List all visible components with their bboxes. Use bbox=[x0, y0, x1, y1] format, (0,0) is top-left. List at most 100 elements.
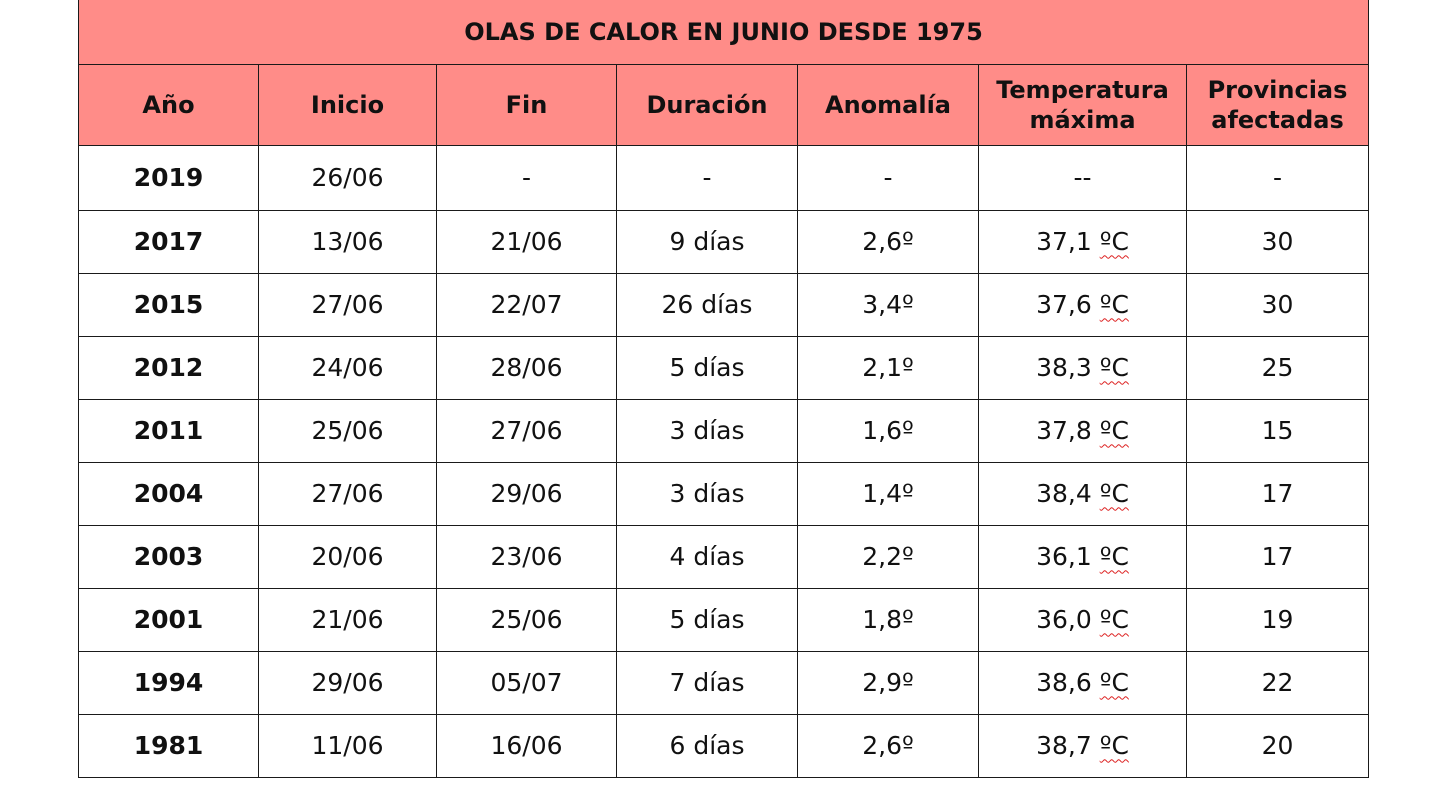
cell-provinces: 17 bbox=[1185, 462, 1370, 526]
table-row: 1981 11/06 16/06 6 días 2,6º 38,7 ºC 20 bbox=[78, 714, 1370, 778]
cell-anomaly: 2,9º bbox=[797, 651, 979, 715]
cell-duration: 6 días bbox=[616, 714, 798, 778]
cell-anomaly: 2,1º bbox=[797, 336, 979, 400]
cell-anomaly: - bbox=[797, 145, 979, 211]
cell-end: 22/07 bbox=[436, 273, 617, 337]
header-max-temp: Temperatura máxima bbox=[978, 64, 1187, 146]
cell-max-temp-value: 38,3 bbox=[1036, 353, 1100, 383]
title-row: OLAS DE CALOR EN JUNIO DESDE 1975 bbox=[77, 0, 1370, 65]
cell-duration: - bbox=[616, 145, 798, 211]
cell-anomaly: 3,4º bbox=[797, 273, 979, 337]
cell-anomaly: 1,4º bbox=[797, 462, 979, 526]
cell-end: 23/06 bbox=[436, 525, 617, 589]
table-row: 2012 24/06 28/06 5 días 2,1º 38,3 ºC 25 bbox=[78, 336, 1370, 400]
cell-start: 11/06 bbox=[258, 714, 437, 778]
header-anomaly: Anomalía bbox=[797, 64, 979, 146]
cell-max-temp-value: 38,7 bbox=[1036, 731, 1100, 761]
cell-max-temp: -- bbox=[978, 145, 1187, 211]
cell-provinces: 15 bbox=[1185, 399, 1370, 463]
cell-max-temp-unit: ºC bbox=[1099, 290, 1129, 320]
cell-end: 27/06 bbox=[436, 399, 617, 463]
cell-max-temp-unit: ºC bbox=[1099, 227, 1129, 257]
cell-max-temp-unit: ºC bbox=[1099, 731, 1129, 761]
cell-duration: 4 días bbox=[616, 525, 798, 589]
header-row: Año Inicio Fin Duración Anomalía Tempera… bbox=[78, 64, 1370, 146]
cell-anomaly: 2,6º bbox=[797, 210, 979, 274]
cell-max-temp-unit: ºC bbox=[1099, 605, 1129, 635]
cell-end: 21/06 bbox=[436, 210, 617, 274]
cell-max-temp-unit: ºC bbox=[1099, 479, 1129, 509]
cell-duration: 7 días bbox=[616, 651, 798, 715]
cell-duration: 26 días bbox=[616, 273, 798, 337]
cell-end: 05/07 bbox=[436, 651, 617, 715]
cell-max-temp: 38,4 ºC bbox=[978, 462, 1187, 526]
cell-start: 13/06 bbox=[258, 210, 437, 274]
cell-max-temp: 37,6 ºC bbox=[978, 273, 1187, 337]
header-end: Fin bbox=[436, 64, 617, 146]
cell-end: - bbox=[436, 145, 617, 211]
cell-max-temp-value: 37,8 bbox=[1036, 416, 1100, 446]
cell-duration: 9 días bbox=[616, 210, 798, 274]
cell-start: 24/06 bbox=[258, 336, 437, 400]
cell-max-temp: 37,1 ºC bbox=[978, 210, 1187, 274]
cell-provinces: 19 bbox=[1185, 588, 1370, 652]
cell-anomaly: 1,6º bbox=[797, 399, 979, 463]
cell-max-temp-unit: ºC bbox=[1099, 353, 1129, 383]
cell-provinces: 25 bbox=[1185, 336, 1370, 400]
cell-max-temp-value: 38,6 bbox=[1036, 668, 1100, 698]
cell-max-temp: 38,6 ºC bbox=[978, 651, 1187, 715]
cell-max-temp: 38,7 ºC bbox=[978, 714, 1187, 778]
cell-start: 21/06 bbox=[258, 588, 437, 652]
cell-year: 2003 bbox=[78, 525, 259, 589]
cell-provinces: 30 bbox=[1185, 210, 1370, 274]
header-start: Inicio bbox=[258, 64, 437, 146]
table-row: 2004 27/06 29/06 3 días 1,4º 38,4 ºC 17 bbox=[78, 462, 1370, 526]
cell-max-temp-value: 36,0 bbox=[1036, 605, 1100, 635]
cell-max-temp-value: -- bbox=[1073, 163, 1092, 193]
cell-anomaly: 2,6º bbox=[797, 714, 979, 778]
cell-duration: 5 días bbox=[616, 588, 798, 652]
cell-end: 28/06 bbox=[436, 336, 617, 400]
cell-anomaly: 2,2º bbox=[797, 525, 979, 589]
cell-provinces: 22 bbox=[1185, 651, 1370, 715]
cell-anomaly: 1,8º bbox=[797, 588, 979, 652]
cell-year: 2012 bbox=[78, 336, 259, 400]
cell-provinces: 30 bbox=[1185, 273, 1370, 337]
cell-max-temp-value: 38,4 bbox=[1036, 479, 1100, 509]
table-body: 2019 26/06- - - -- -2017 13/06 21/06 9 días 2,6º 3… bbox=[78, 145, 1370, 778]
header-provinces-line1: Provincias bbox=[1207, 76, 1348, 104]
table-title: OLAS DE CALOR EN JUNIO DESDE 1975 bbox=[77, 0, 1370, 65]
cell-start: 27/06 bbox=[258, 273, 437, 337]
header-duration: Duración bbox=[616, 64, 798, 146]
cell-max-temp-unit: ºC bbox=[1099, 416, 1129, 446]
cell-year: 2001 bbox=[78, 588, 259, 652]
header-max-temp-line1: Temperatura bbox=[996, 76, 1169, 104]
cell-start: 29/06 bbox=[258, 651, 437, 715]
cell-start: 25/06 bbox=[258, 399, 437, 463]
cell-duration: 3 días bbox=[616, 462, 798, 526]
cell-provinces: 17 bbox=[1185, 525, 1370, 589]
cell-max-temp-unit: ºC bbox=[1099, 668, 1129, 698]
heatwave-table-container: OLAS DE CALOR EN JUNIO DESDE 1975 Año In… bbox=[77, 0, 1370, 778]
header-provinces: Provincias afectadas bbox=[1185, 64, 1370, 146]
cell-year: 1994 bbox=[78, 651, 259, 715]
cell-max-temp-value: 37,6 bbox=[1036, 290, 1100, 320]
table-row: 2015 27/06 22/07 26 días 3,4º 37,6 ºC 30 bbox=[78, 273, 1370, 337]
table-row: 2001 21/06 25/06 5 días 1,8º 36,0 ºC 19 bbox=[78, 588, 1370, 652]
cell-year: 2011 bbox=[78, 399, 259, 463]
cell-max-temp: 36,1 ºC bbox=[978, 525, 1187, 589]
cell-provinces: - bbox=[1185, 145, 1370, 211]
cell-end: 29/06 bbox=[436, 462, 617, 526]
header-provinces-line2: afectadas bbox=[1211, 106, 1344, 134]
cell-year: 2019 bbox=[78, 145, 259, 211]
cell-start: 26/06 bbox=[258, 145, 437, 211]
header-year: Año bbox=[78, 64, 259, 146]
cell-end: 25/06 bbox=[436, 588, 617, 652]
cell-start: 20/06 bbox=[258, 525, 437, 589]
cell-max-temp-unit: ºC bbox=[1099, 542, 1129, 572]
cell-year: 1981 bbox=[78, 714, 259, 778]
table-row: 1994 29/06 05/07 7 días 2,9º 38,6 ºC 22 bbox=[78, 651, 1370, 715]
heatwave-table: OLAS DE CALOR EN JUNIO DESDE 1975 Año In… bbox=[77, 0, 1370, 778]
cell-max-temp-value: 37,1 bbox=[1036, 227, 1100, 257]
header-max-temp-line2: máxima bbox=[1029, 106, 1136, 134]
